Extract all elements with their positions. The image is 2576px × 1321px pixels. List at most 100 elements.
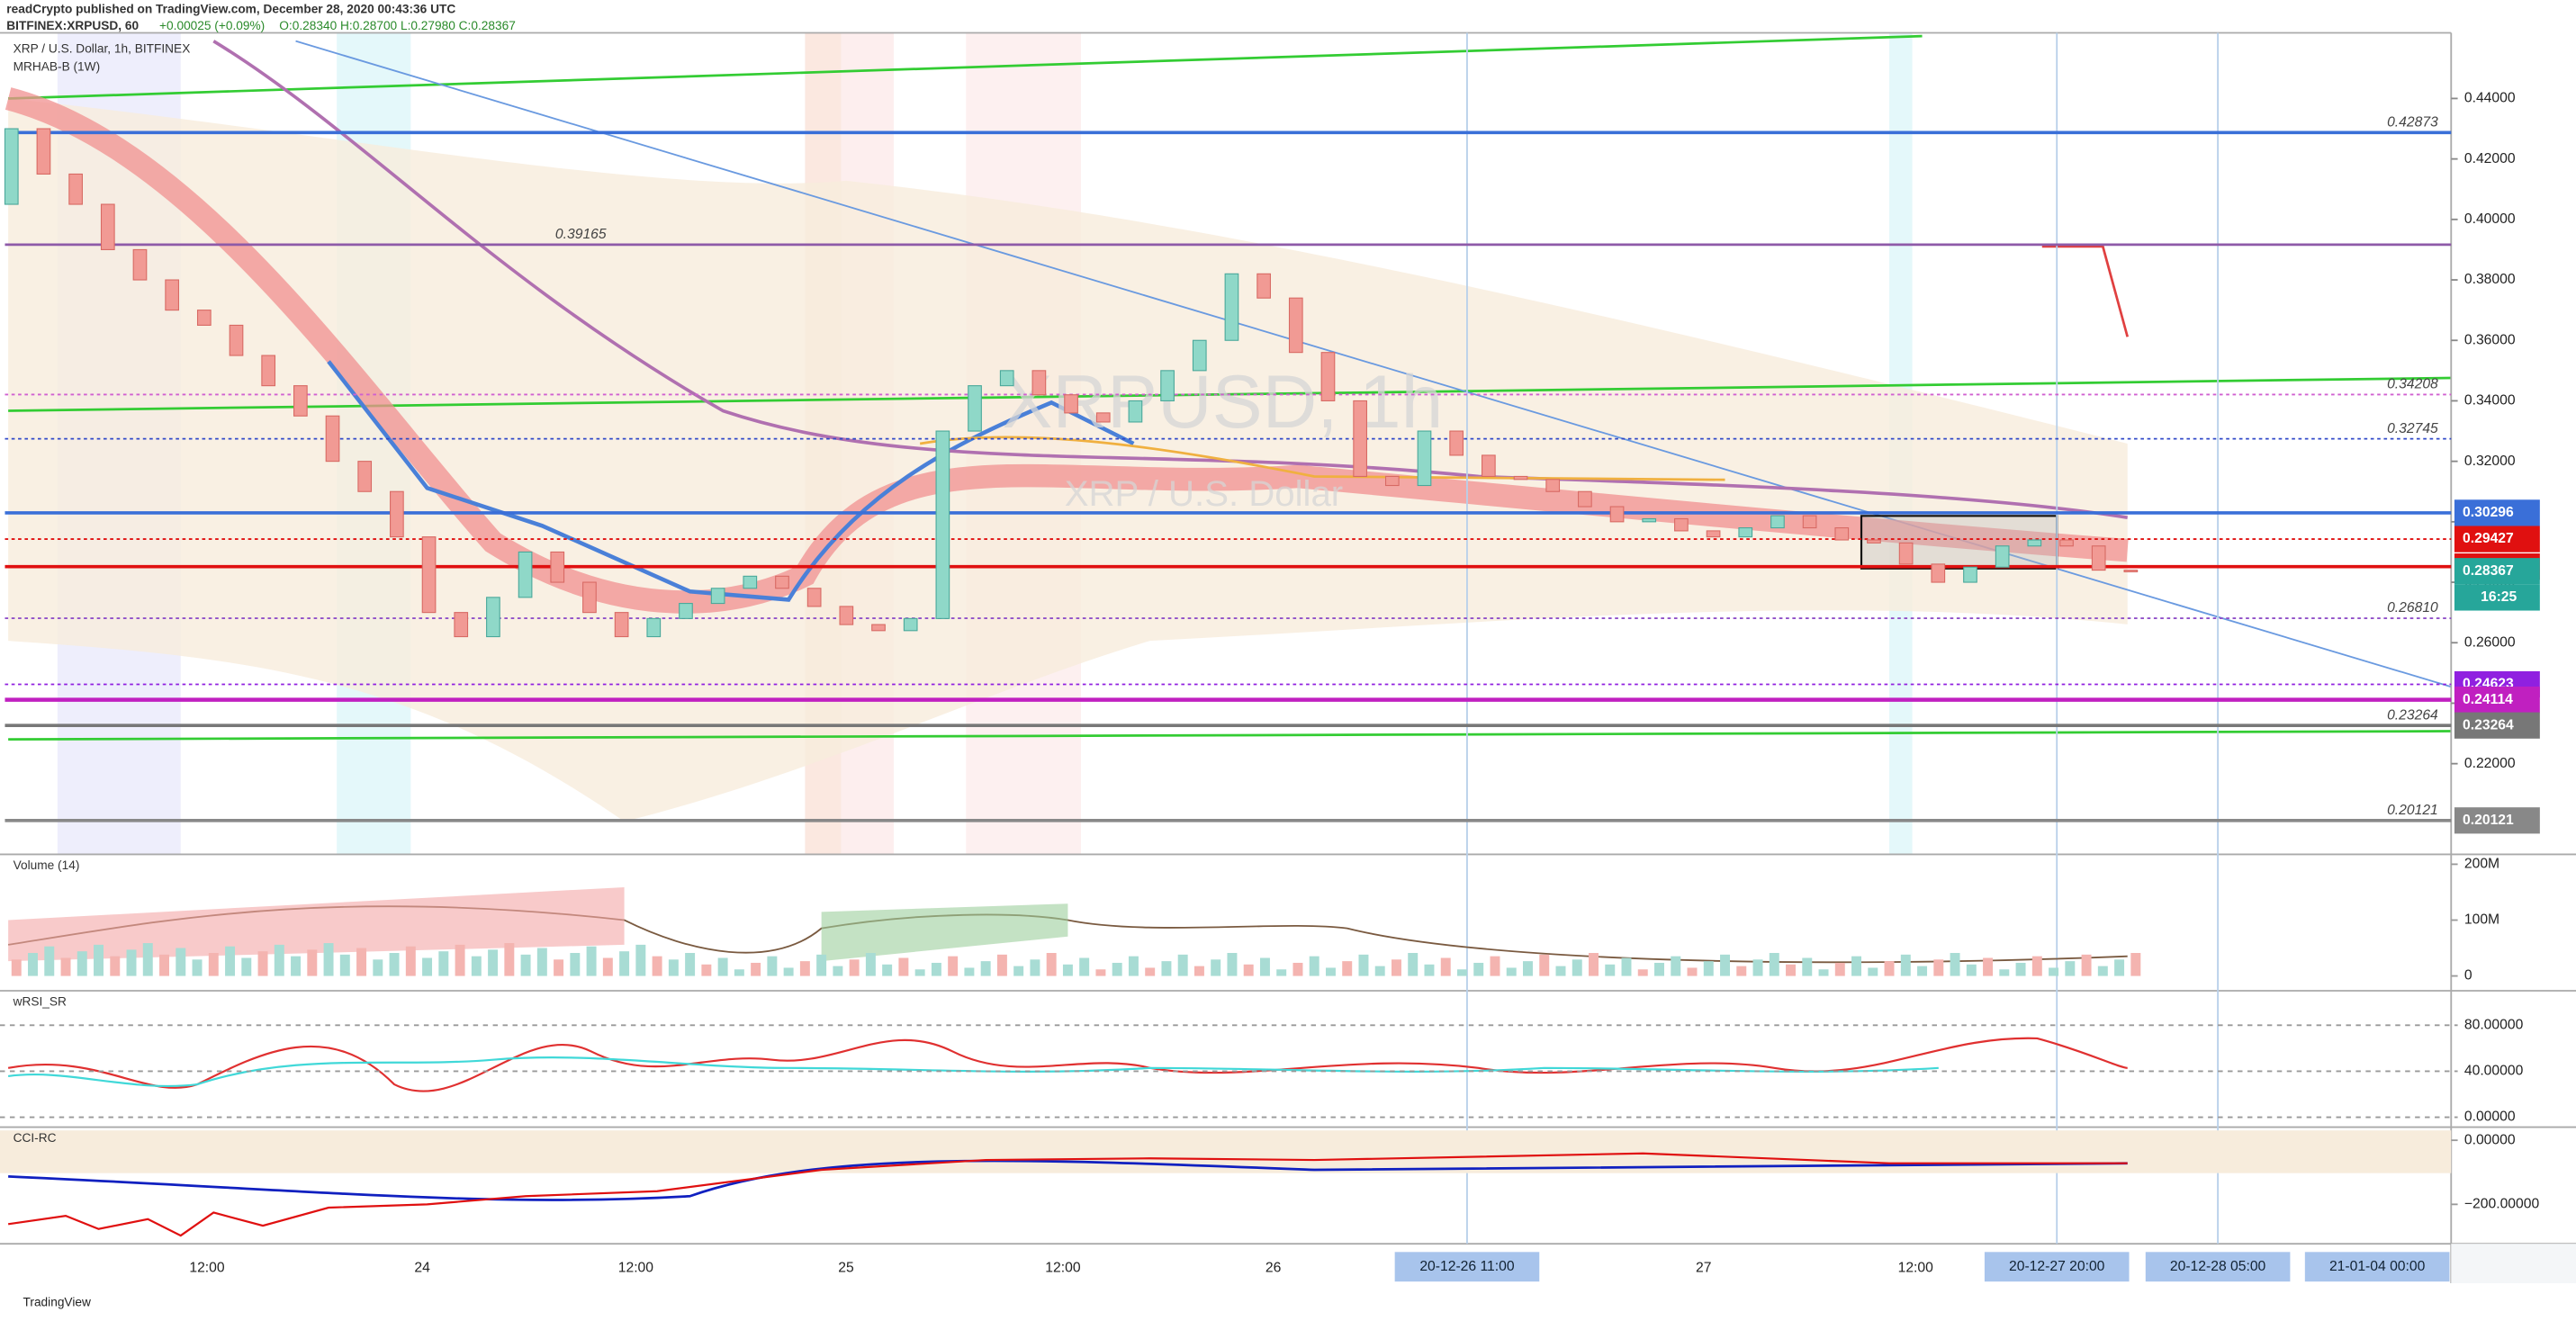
volume-bar-decor <box>1145 967 1156 976</box>
volume-bar-decor <box>1687 967 1698 976</box>
candle <box>1320 352 1336 401</box>
time-label: 12:00 <box>618 1261 654 1276</box>
volume-bar-decor <box>1161 961 1172 976</box>
volume-bar-decor <box>208 953 219 976</box>
time-marker-box <box>1984 1252 2130 1282</box>
volume-bar-decor <box>635 944 646 976</box>
footer-brand: TradingView <box>23 1296 91 1309</box>
volume-bar-decor <box>783 967 794 976</box>
volume-bar-decor <box>1490 956 1500 976</box>
candle <box>2123 570 2139 572</box>
level-note: 0.34208 <box>2387 377 2438 392</box>
volume-tick-label: 100M <box>2464 912 2499 928</box>
volume-bar-decor <box>1900 954 1911 976</box>
price-tag-label: 0.30296 <box>2463 505 2514 520</box>
candle <box>1642 517 1657 523</box>
volume-bar-decor <box>1703 961 1714 976</box>
volume-bar-decor <box>471 956 482 976</box>
wrsi-tick-label: 0.00000 <box>2464 1110 2516 1125</box>
time-marker-box <box>2145 1252 2291 1282</box>
volume-bar-decor <box>570 953 581 976</box>
candle <box>1224 273 1239 341</box>
level-note: 0.26810 <box>2387 600 2438 616</box>
volume-bar-decor <box>323 943 334 976</box>
last-price-tag <box>2454 558 2540 585</box>
candle <box>935 430 950 619</box>
volume-bar-decor <box>1999 969 2010 976</box>
price-tick-label: 0.22000 <box>2464 756 2516 771</box>
candle <box>36 128 51 175</box>
volume-bar-decor <box>504 943 515 976</box>
time-marker-box <box>1394 1252 1540 1282</box>
volume-bar-decor <box>520 954 531 976</box>
candle <box>1031 370 1047 396</box>
volume-bar-decor <box>1030 959 1040 976</box>
candle <box>2091 545 2106 571</box>
volume-bar-decor <box>192 959 203 976</box>
candle <box>293 385 308 417</box>
candle <box>196 310 212 326</box>
volume-bar-decor <box>717 957 728 976</box>
volume-bar-decor <box>307 949 318 976</box>
volume-bar-decor <box>1309 956 1320 976</box>
candle <box>1545 479 1561 492</box>
price-tick-label: 0.32000 <box>2464 454 2516 469</box>
volume-bar-decor <box>865 953 876 976</box>
volume-bar-decor <box>685 953 696 976</box>
candle <box>710 588 725 605</box>
volume-bar-decor <box>536 948 547 976</box>
candle <box>839 606 854 625</box>
volume-bar-decor <box>849 959 860 976</box>
volume-bar-decor <box>11 959 22 976</box>
price-tag-label: 0.29427 <box>2463 531 2514 546</box>
candle <box>1770 515 1785 529</box>
series-legend: XRP / U.S. Dollar, 1h, BITFINEX <box>14 41 191 55</box>
candle <box>2027 539 2042 547</box>
volume-bar-decor <box>1523 961 1533 976</box>
level-note: 0.20121 <box>2387 803 2438 818</box>
candle <box>871 624 886 632</box>
time-label: 25 <box>838 1261 854 1276</box>
candle <box>357 461 373 492</box>
volume-bar-decor <box>159 954 170 976</box>
candle <box>1898 542 1914 565</box>
candle <box>582 581 597 614</box>
candle <box>4 128 19 205</box>
level-note: 0.23264 <box>2387 707 2438 723</box>
candle <box>1674 517 1689 532</box>
time-label: 12:00 <box>1045 1261 1081 1276</box>
volume-bar-decor <box>554 959 564 976</box>
volume-bar-decor <box>1128 956 1139 976</box>
volume-bar-decor <box>701 964 712 976</box>
candle <box>454 612 469 638</box>
volume-bar-decor <box>339 954 350 976</box>
volume-bar-decor <box>619 951 630 976</box>
volume-bar-decor <box>1671 956 1681 976</box>
volume-bar-decor <box>816 954 827 976</box>
volume-bar-decor <box>1884 961 1895 976</box>
volume-bar-decor <box>1802 957 1813 976</box>
candle <box>165 279 180 311</box>
volume-bar-decor <box>1227 953 1238 976</box>
volume-bar-decor <box>2081 954 2092 976</box>
candle <box>486 597 500 638</box>
price-tick-label: 0.34000 <box>2464 393 2516 409</box>
publisher: readCrypto published on TradingView.com,… <box>6 3 455 16</box>
volume-bar-decor <box>1752 959 1763 976</box>
volume-bar-decor <box>2031 956 2042 976</box>
volume-bar-decor <box>1506 967 1517 976</box>
volume-bar-decor <box>1374 966 1385 976</box>
cci-decor <box>0 1130 2452 1237</box>
candle <box>1384 475 1400 487</box>
candle <box>1095 412 1111 423</box>
volume-bar-decor <box>751 962 761 976</box>
volume-bar-decor <box>1046 953 1057 976</box>
candle <box>1256 273 1271 299</box>
volume-bar-decor <box>1342 961 1353 976</box>
price-tick-label: 0.40000 <box>2464 211 2516 227</box>
candle <box>1995 545 2010 568</box>
candle <box>1931 563 1946 583</box>
time-label: 27 <box>1696 1261 1711 1276</box>
volume-bar-decor <box>931 962 941 976</box>
volume-bar-decor <box>1933 959 1944 976</box>
